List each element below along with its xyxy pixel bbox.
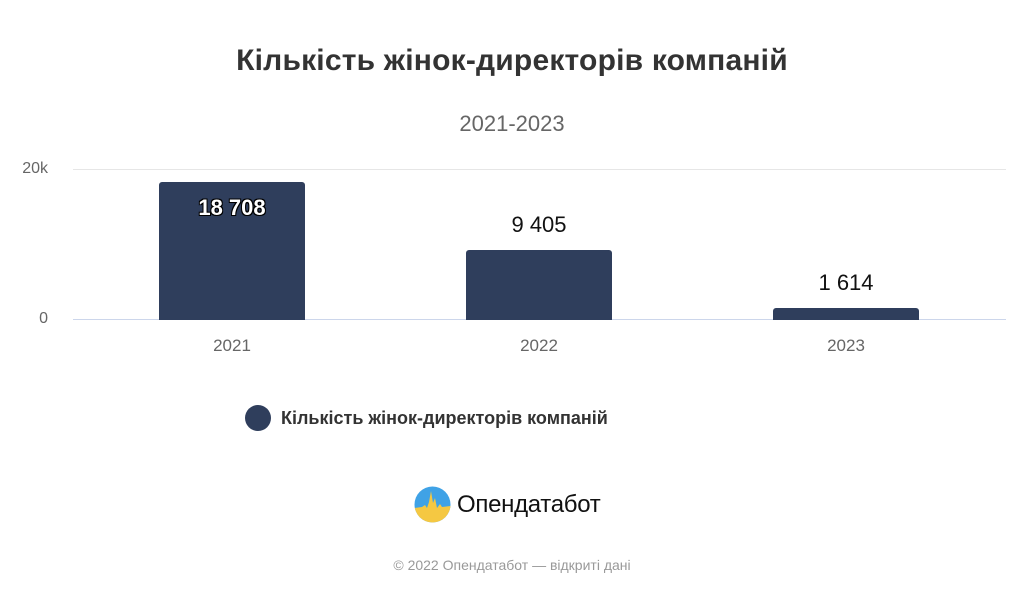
bar-2023[interactable] [773,308,919,320]
chart-subtitle: 2021-2023 [459,111,565,136]
bar-label-2021: 18 708 [198,195,266,220]
bar-label-2023: 1 614 [818,270,874,295]
brand-logo-block: Опендатабот [414,486,601,523]
bar-2022[interactable] [466,250,612,320]
brand-name: Опендатабот [457,490,601,518]
opendatabot-logo-icon [414,486,451,523]
x-tick-2021: 2021 [213,336,251,355]
legend-marker-icon [245,405,271,431]
chart-title: Кількість жінок-директорів компаній [236,44,788,77]
plot-area: 20k 0 18 708 2021 9 405 2022 1 614 2023 [22,160,1006,355]
bar-2021[interactable] [159,182,305,320]
x-tick-2022: 2022 [520,336,558,355]
x-tick-2023: 2023 [827,336,865,355]
legend-item[interactable]: Кількість жінок-директорів компаній [245,405,608,431]
legend-label: Кількість жінок-директорів компаній [281,407,608,428]
y-tick-20k: 20k [22,160,48,177]
y-tick-0: 0 [39,310,48,327]
bar-label-2022: 9 405 [511,212,567,237]
gridline-20k [73,169,1006,170]
footer-credit: © 2022 Опендатабот — відкриті дані [393,557,631,573]
